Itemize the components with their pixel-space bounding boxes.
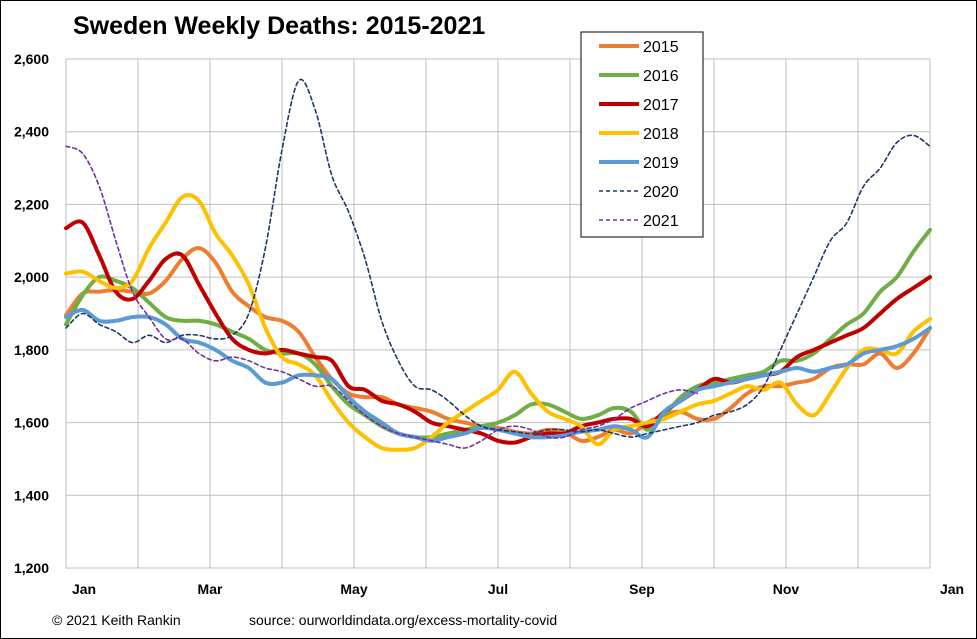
legend-label: 2020 [643,184,679,201]
legend: 2015 2016 2017 2018 2019 2020 2021 [580,31,704,238]
x-tick-label: Sep [629,581,655,597]
y-tick-label: 1,200 [14,560,49,576]
legend-label: 2019 [643,155,679,172]
y-tick-label: 2,400 [14,124,49,140]
y-tick-label: 2,000 [14,269,49,285]
x-tick-label: May [340,581,367,597]
legend-label: 2017 [643,97,679,114]
legend-label: 2018 [643,126,679,143]
axis-layer: 1,200 1,400 1,600 1,800 2,000 2,200 2,400 2,600… [14,51,964,597]
footer-credit: © 2021 Keith Rankin [52,612,181,628]
series-layer [64,78,932,452]
footer-source: source: ourworldindata.org/excess-mortal… [249,612,557,628]
x-tick-label: Nov [773,581,800,597]
series-line-2018 [64,193,932,452]
chart-title: Sweden Weekly Deaths: 2015-2021 [73,12,485,40]
x-tick-label: Jan [940,581,964,597]
legend-label: 2015 [643,39,679,56]
y-tick-label: 2,600 [14,51,49,67]
x-tick-label: Jul [488,581,508,597]
y-tick-label: 2,200 [14,196,49,212]
legend-label: 2021 [643,213,679,230]
series-line-2016 [64,227,932,440]
series-line-2017 [64,219,932,445]
y-tick-label: 1,600 [14,415,49,431]
y-tick-label: 1,400 [14,487,49,503]
grid-layer [65,58,931,569]
series-line-2020 [65,78,931,438]
x-tick-label: Jan [72,581,96,597]
y-tick-label: 1,800 [14,342,49,358]
x-tick-label: Mar [198,581,223,597]
legend-label: 2016 [643,68,679,85]
